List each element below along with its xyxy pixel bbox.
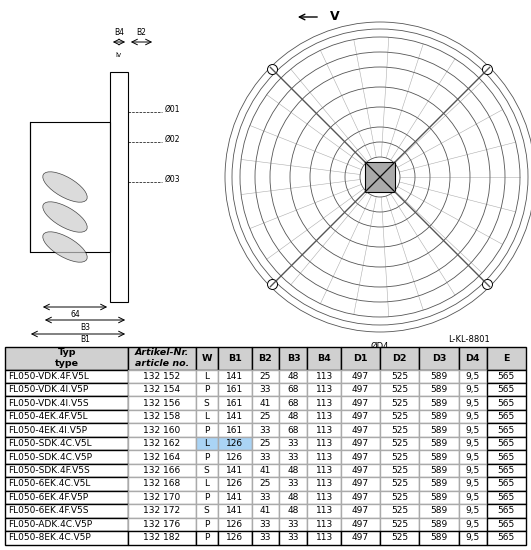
Text: L-KL-8801: L-KL-8801	[448, 335, 490, 344]
Text: 64: 64	[70, 310, 80, 319]
Bar	[110, 72, 128, 302]
Text: V: V	[330, 10, 340, 24]
Bar	[365, 162, 395, 192]
Text: Ø01: Ø01	[165, 105, 181, 114]
Circle shape	[483, 279, 492, 289]
Text: lv: lv	[115, 52, 121, 58]
Text: B3: B3	[80, 323, 90, 332]
Text: ØD4: ØD4	[371, 342, 389, 351]
Ellipse shape	[43, 172, 87, 202]
Text: B2: B2	[136, 28, 146, 37]
Circle shape	[268, 279, 278, 289]
Ellipse shape	[43, 202, 87, 232]
Bar	[30, 122, 110, 252]
Text: Ø03: Ø03	[165, 175, 181, 184]
Circle shape	[268, 64, 278, 74]
Text: Ø02: Ø02	[165, 135, 181, 144]
Text: B1: B1	[80, 335, 90, 344]
Ellipse shape	[43, 232, 87, 262]
Circle shape	[483, 64, 492, 74]
Text: B4: B4	[114, 28, 124, 37]
